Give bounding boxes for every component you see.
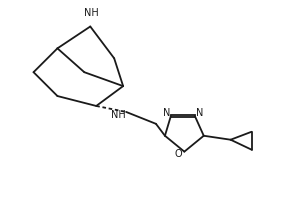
Text: NH: NH [111,110,126,120]
Text: NH: NH [84,8,99,18]
Text: N: N [163,108,170,118]
Text: O: O [175,149,182,159]
Text: N: N [196,108,203,118]
